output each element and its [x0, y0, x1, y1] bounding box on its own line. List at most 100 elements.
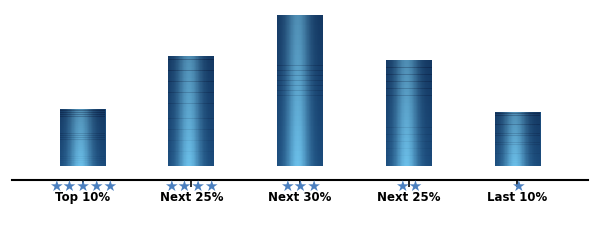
Bar — [494, 141, 540, 143]
Bar — [74, 109, 75, 166]
Bar — [64, 109, 65, 166]
Bar — [386, 159, 431, 163]
Bar — [386, 141, 431, 145]
Bar — [286, 15, 287, 167]
Bar — [391, 60, 392, 166]
Bar — [176, 56, 178, 166]
Bar — [213, 56, 214, 166]
Bar — [521, 112, 522, 166]
Bar — [303, 15, 304, 167]
Bar — [60, 116, 106, 118]
Bar — [392, 60, 393, 166]
Bar — [401, 60, 402, 166]
Bar — [288, 15, 289, 167]
Bar — [60, 158, 106, 161]
Bar — [60, 149, 106, 151]
Bar — [508, 112, 509, 166]
Bar — [317, 15, 318, 167]
Bar — [190, 56, 191, 166]
Bar — [530, 112, 532, 166]
Bar — [169, 82, 214, 86]
Bar — [494, 132, 540, 134]
Bar — [277, 50, 323, 56]
Bar — [60, 134, 106, 136]
Bar — [184, 56, 185, 166]
Bar — [204, 56, 205, 166]
Bar — [409, 60, 410, 166]
Bar — [187, 56, 188, 166]
Bar — [388, 60, 389, 166]
Bar — [277, 80, 323, 86]
Bar — [211, 56, 212, 166]
Bar — [93, 109, 94, 166]
Bar — [277, 75, 323, 81]
Bar — [319, 15, 320, 167]
Bar — [524, 112, 525, 166]
Bar — [169, 70, 214, 74]
Bar — [299, 15, 301, 167]
Bar — [183, 56, 184, 166]
Bar — [302, 15, 303, 167]
Bar — [494, 112, 496, 166]
Bar — [60, 109, 61, 166]
Bar — [277, 96, 323, 101]
Bar — [60, 136, 106, 138]
Bar — [173, 56, 174, 166]
Bar — [78, 109, 79, 166]
Bar — [311, 15, 312, 167]
Bar — [87, 109, 88, 166]
Bar — [170, 56, 171, 166]
Bar — [494, 115, 540, 117]
Bar — [310, 15, 311, 167]
Bar — [534, 112, 535, 166]
Bar — [185, 56, 186, 166]
Bar — [306, 15, 307, 167]
Bar — [430, 60, 431, 166]
Bar — [176, 56, 177, 166]
Bar — [184, 56, 185, 166]
Bar — [100, 109, 101, 166]
Bar — [62, 109, 63, 166]
Bar — [519, 112, 520, 166]
Bar — [410, 60, 411, 166]
Bar — [500, 112, 501, 166]
Bar — [299, 15, 300, 167]
Bar — [515, 112, 516, 166]
Bar — [196, 56, 197, 166]
Bar — [203, 56, 204, 166]
Bar — [320, 15, 321, 167]
Bar — [277, 35, 323, 40]
Bar — [515, 112, 517, 166]
Bar — [397, 60, 398, 166]
Bar — [60, 160, 106, 162]
Bar — [284, 15, 286, 167]
Bar — [520, 112, 521, 166]
Bar — [286, 15, 287, 167]
Bar — [277, 116, 323, 121]
Bar — [530, 112, 531, 166]
Bar — [504, 112, 505, 166]
Bar — [393, 60, 394, 166]
Bar — [514, 112, 515, 166]
Bar — [525, 112, 526, 166]
Bar — [322, 15, 323, 167]
Bar — [105, 109, 106, 166]
Bar — [284, 15, 285, 167]
Bar — [538, 112, 539, 166]
Bar — [520, 112, 521, 166]
Bar — [193, 56, 194, 166]
Bar — [386, 85, 431, 89]
Bar — [197, 56, 198, 166]
Bar — [494, 137, 540, 139]
Text: ★★★★★: ★★★★★ — [49, 179, 117, 194]
Bar — [192, 56, 193, 166]
Bar — [169, 151, 214, 155]
Bar — [277, 30, 323, 35]
Bar — [92, 109, 93, 166]
Bar — [538, 112, 539, 166]
Bar — [386, 67, 431, 71]
Bar — [60, 118, 106, 120]
Bar — [494, 134, 540, 136]
Bar — [60, 143, 106, 145]
Bar — [501, 112, 502, 166]
